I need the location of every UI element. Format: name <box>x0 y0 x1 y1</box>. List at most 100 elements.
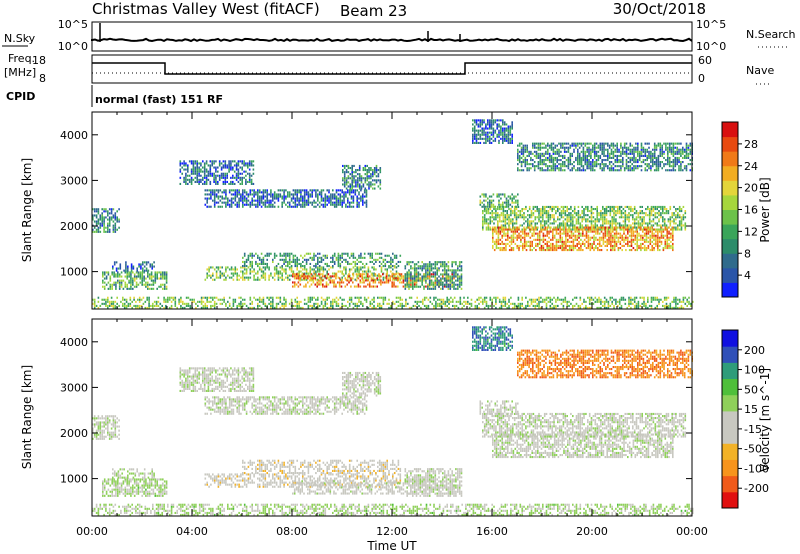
heatmap-cell <box>107 281 110 284</box>
heatmap-cell <box>198 168 200 171</box>
heatmap-cell <box>273 254 276 257</box>
heatmap-cell <box>292 281 294 284</box>
heatmap-cell <box>117 279 119 282</box>
heatmap-cell <box>552 232 554 235</box>
heatmap-cell <box>527 222 529 225</box>
heatmap-cell <box>307 272 310 275</box>
heatmap-cell <box>358 173 361 176</box>
heatmap-cell <box>380 268 383 271</box>
heatmap-cell <box>228 205 231 208</box>
heatmap-cell <box>650 156 652 159</box>
heatmap-cell <box>241 162 243 165</box>
heatmap-cell <box>576 226 578 229</box>
heatmap-cell <box>543 205 546 208</box>
heatmap-cell <box>251 197 253 200</box>
heatmap-cell <box>373 171 376 174</box>
heatmap-cell <box>603 163 605 166</box>
heatmap-cell <box>573 208 576 211</box>
heatmap-cell <box>330 203 332 206</box>
heatmap-cell <box>190 168 193 171</box>
heatmap-cell <box>363 195 366 198</box>
heatmap-cell <box>198 180 200 183</box>
heatmap-cell <box>552 161 555 164</box>
heatmap-cell <box>536 216 538 219</box>
heatmap-cell <box>283 189 285 192</box>
heatmap-cell <box>652 214 655 217</box>
heatmap-cell <box>324 205 327 208</box>
heatmap-cell <box>522 154 525 157</box>
heatmap-cell <box>353 175 355 178</box>
heatmap-cell <box>522 159 525 162</box>
heatmap-cell <box>447 287 450 290</box>
heatmap-cell <box>440 261 442 264</box>
heatmap-cell <box>664 240 667 243</box>
heatmap-cell <box>623 144 626 147</box>
heatmap-cell <box>520 148 523 151</box>
heatmap-cell <box>624 220 627 223</box>
heatmap-cell <box>118 220 120 223</box>
heatmap-cell <box>417 277 420 280</box>
heatmap-cell <box>543 163 545 166</box>
heatmap-cell <box>345 181 348 184</box>
heatmap-cell <box>348 201 351 204</box>
heatmap-cell <box>226 166 228 169</box>
heatmap-cell <box>232 278 235 281</box>
heatmap-cell <box>207 172 210 175</box>
heatmap-cell <box>353 164 355 167</box>
heatmap-cell <box>585 208 587 211</box>
heatmap-cell <box>118 279 121 282</box>
heatmap-cell <box>553 234 556 237</box>
heatmap-cell <box>645 249 648 252</box>
heatmap-cell <box>592 150 594 153</box>
heatmap-cell <box>514 232 517 235</box>
heatmap-cell <box>512 212 514 215</box>
heatmap-cell <box>636 249 638 252</box>
heatmap-cell <box>602 220 604 223</box>
heatmap-cell <box>392 276 394 279</box>
heatmap-cell <box>601 150 603 153</box>
heatmap-cell <box>587 247 590 250</box>
heatmap-cell <box>292 205 295 208</box>
heatmap-cell <box>528 222 531 225</box>
heatmap-cell <box>550 161 553 164</box>
heatmap-cell <box>497 240 500 243</box>
heatmap-cell <box>585 218 587 221</box>
heatmap-cell <box>657 230 659 233</box>
heatmap-cell <box>262 193 265 196</box>
heatmap-cell <box>530 163 532 166</box>
heatmap-cell <box>230 197 233 200</box>
heatmap-cell <box>342 183 344 186</box>
heatmap-cell <box>347 189 349 192</box>
heatmap-cell <box>493 226 496 229</box>
heatmap-cell <box>376 285 378 288</box>
heatmap-cell <box>397 272 400 275</box>
heatmap-cell <box>574 226 577 229</box>
heatmap-cell <box>460 267 463 270</box>
heatmap-cell <box>240 276 242 279</box>
heatmap-cell <box>680 210 683 213</box>
heatmap-cell <box>613 238 616 241</box>
heatmap-cell <box>257 270 259 273</box>
heatmap-cell <box>356 258 358 261</box>
heatmap-cell <box>556 159 558 162</box>
heatmap-cell <box>532 159 534 162</box>
heatmap-cell <box>546 242 548 245</box>
heatmap-cell <box>240 195 242 198</box>
heatmap-cell <box>525 240 528 243</box>
heatmap-cell <box>590 163 592 166</box>
heatmap-cell <box>557 232 560 235</box>
heatmap-cell <box>260 201 263 204</box>
heatmap-cell <box>574 234 577 237</box>
heatmap-cell <box>495 230 498 233</box>
heatmap-cell <box>292 273 294 276</box>
heatmap-cell <box>395 278 398 281</box>
heatmap-cell <box>371 266 373 269</box>
heatmap-cell <box>425 281 427 284</box>
heatmap-cell <box>241 168 243 171</box>
heatmap-cell <box>440 287 442 290</box>
heatmap-cell <box>185 178 187 181</box>
heatmap-cell <box>558 163 560 166</box>
heatmap-cell <box>299 279 302 282</box>
heatmap-cell <box>518 249 520 252</box>
heatmap-cell <box>242 256 244 259</box>
